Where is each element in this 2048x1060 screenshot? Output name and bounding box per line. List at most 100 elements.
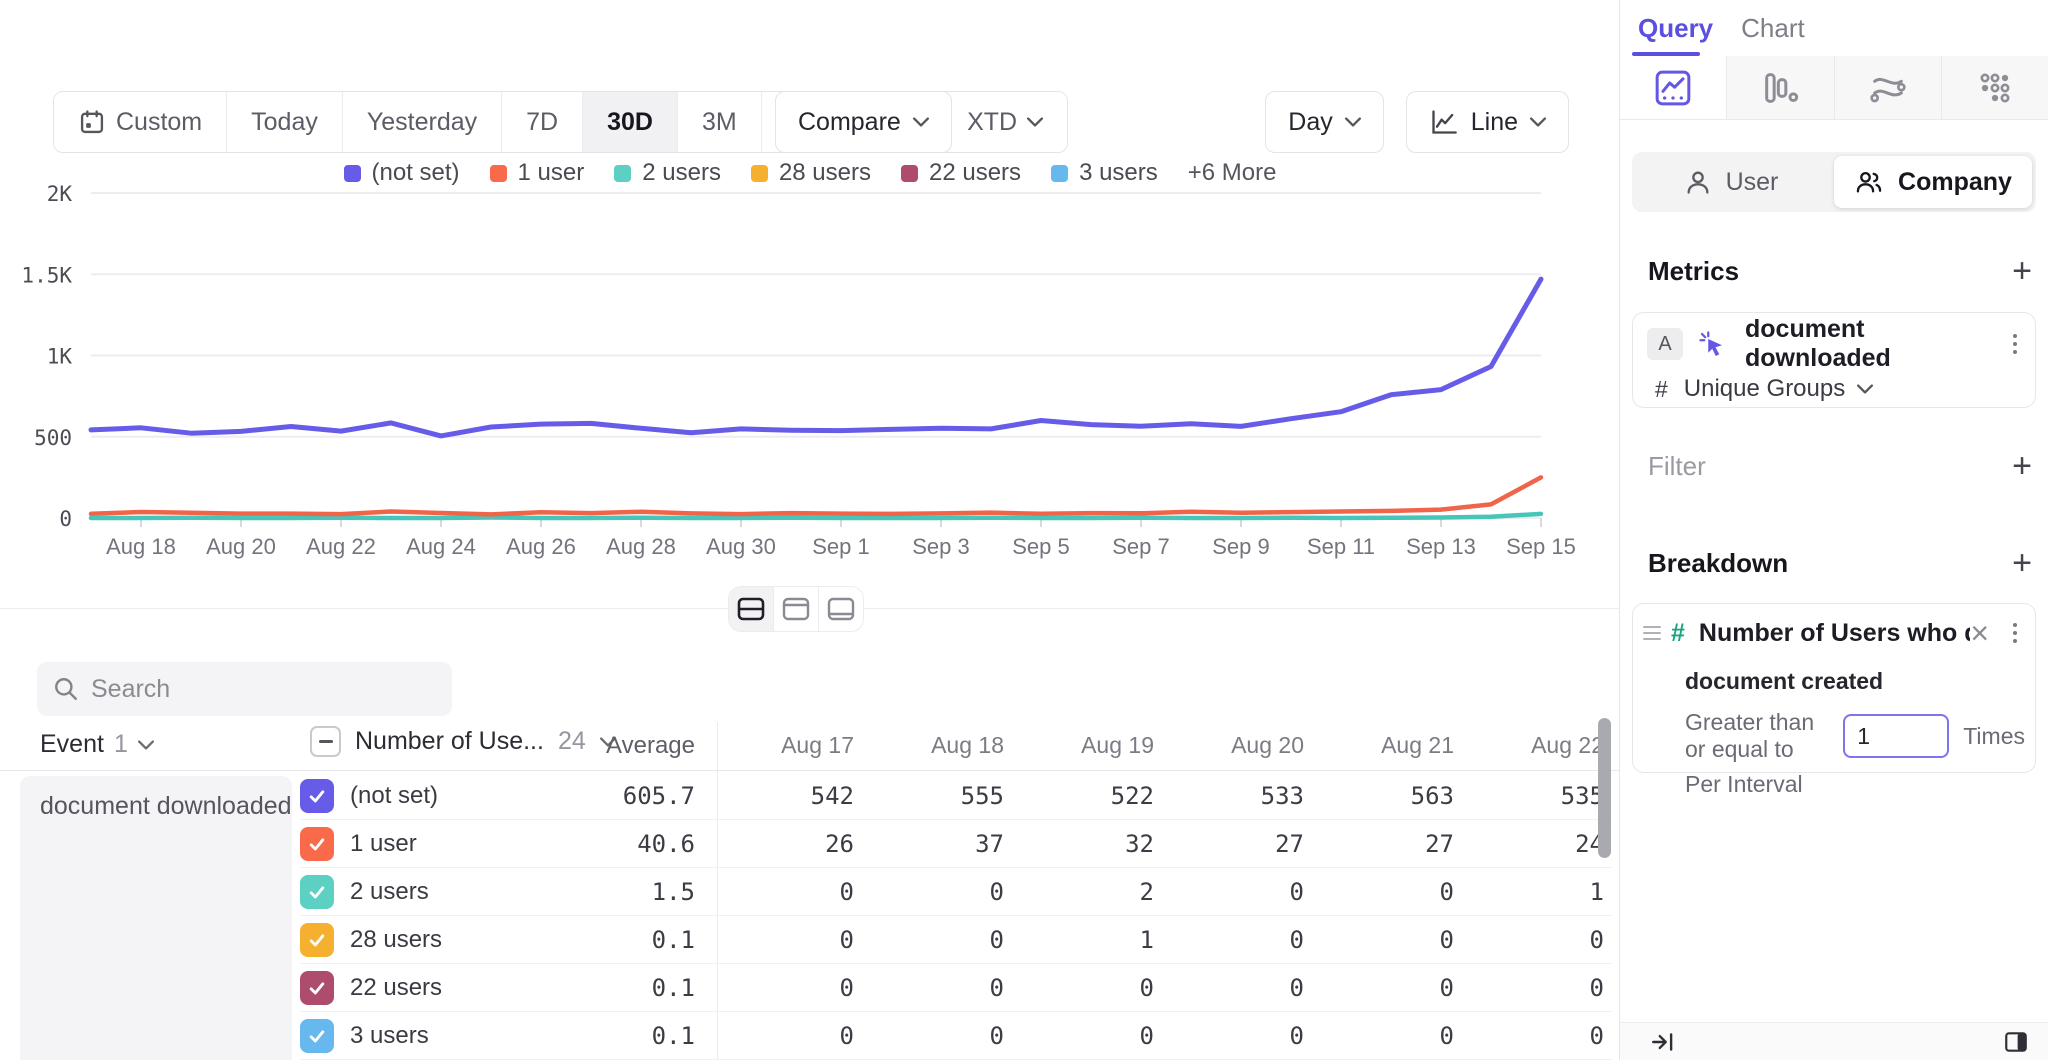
times-value-input[interactable] xyxy=(1843,714,1950,758)
layout-table-only-button[interactable] xyxy=(819,587,863,631)
filter-section-header: Filter + xyxy=(1648,449,2032,483)
table-search xyxy=(37,662,452,716)
range-label: Today xyxy=(251,107,318,136)
legend-item[interactable]: 2 users xyxy=(614,159,721,187)
legend-item[interactable]: 3 users xyxy=(1051,159,1158,187)
table-row: 1 user 40.6 26 37 32 27 27 24 xyxy=(300,820,1612,868)
range-30d[interactable]: 30D xyxy=(583,92,678,152)
data-value: 27 xyxy=(1275,829,1304,858)
data-value: 0 xyxy=(989,925,1004,954)
date-column-header[interactable]: Aug 22 xyxy=(1531,732,1604,758)
granularity-dropdown[interactable]: Day xyxy=(1265,91,1384,153)
range-3m[interactable]: 3M xyxy=(677,92,762,152)
data-value: 542 xyxy=(810,781,854,810)
event-header-label: Event xyxy=(40,730,104,758)
table-row: 2 users 1.5 0 0 2 0 0 1 xyxy=(300,868,1612,916)
legend-swatch xyxy=(489,164,507,182)
user-label: User xyxy=(1725,167,1779,196)
layout-split-button[interactable] xyxy=(729,587,774,631)
table-scrollbar[interactable] xyxy=(1598,718,1611,858)
chart-type-flow-tab[interactable] xyxy=(1834,56,1942,119)
x-axis-label: Sep 9 xyxy=(1212,534,1270,559)
range-yesterday[interactable]: Yesterday xyxy=(342,92,503,152)
select-all-checkbox[interactable] xyxy=(310,726,341,757)
breakdown-kebab-menu[interactable] xyxy=(2005,623,2025,643)
data-value: 522 xyxy=(1110,781,1154,810)
chevron-down-icon[interactable] xyxy=(599,736,616,747)
series-label-cell: 2 users xyxy=(300,874,550,909)
table-body: (not set) 605.7 542 555 522 533 563 535 1 user 40… xyxy=(300,772,1612,1060)
date-column-header[interactable]: Aug 21 xyxy=(1381,732,1454,758)
collapse-panel-button[interactable] xyxy=(1650,1029,1676,1055)
chart-type-dropdown[interactable]: Line xyxy=(1405,91,1569,153)
toggle-company[interactable]: Company xyxy=(1834,156,2032,208)
condition-label[interactable]: Greater than or equal to xyxy=(1685,709,1815,762)
data-value: 555 xyxy=(960,781,1004,810)
per-interval-label[interactable]: Per Interval xyxy=(1685,771,1803,797)
average-column-header: Average xyxy=(606,732,695,759)
remove-breakdown-icon[interactable]: × xyxy=(1970,615,1989,651)
legend-item[interactable]: 22 users xyxy=(901,159,1021,187)
data-value: 0 xyxy=(989,973,1004,1002)
flow-chart-icon xyxy=(1869,77,1906,102)
chart-type-bar-tab[interactable] xyxy=(1727,56,1835,119)
data-value: 26 xyxy=(825,829,854,858)
legend-item[interactable]: (not set) xyxy=(343,159,460,187)
search-input[interactable] xyxy=(91,674,436,704)
range-xtd[interactable]: XTD xyxy=(943,92,1068,152)
series-column-header: Number of Use... 24 xyxy=(310,726,616,757)
range-custom[interactable]: Custom xyxy=(54,92,228,152)
tab-query[interactable]: Query xyxy=(1638,12,1714,43)
add-breakdown-button[interactable]: + xyxy=(2012,544,2032,582)
chart-type-more-tab[interactable] xyxy=(1941,56,2048,119)
legend-swatch xyxy=(614,164,632,182)
x-axis-label: Aug 20 xyxy=(206,534,276,559)
tab-chart[interactable]: Chart xyxy=(1741,12,1805,43)
y-axis-label: 1K xyxy=(47,345,73,369)
range-7d[interactable]: 7D xyxy=(502,92,584,152)
metric-card[interactable]: A document downloaded # Unique Groups xyxy=(1632,312,2036,408)
metric-letter-badge: A xyxy=(1647,328,1683,360)
data-value: 0 xyxy=(989,1021,1004,1050)
series-checkbox[interactable] xyxy=(300,826,334,861)
date-column-header[interactable]: Aug 17 xyxy=(781,732,854,758)
range-label: XTD xyxy=(967,107,1018,136)
event-column-header[interactable]: Event 1 xyxy=(40,730,154,759)
collapse-right-icon xyxy=(1652,1032,1673,1051)
drag-handle-icon[interactable] xyxy=(1643,626,1661,640)
series-line-(not set) xyxy=(88,276,1544,439)
series-checkbox[interactable] xyxy=(300,1018,334,1053)
event-name-cell[interactable]: document downloaded [U... xyxy=(20,776,292,1060)
compare-button[interactable]: Compare xyxy=(775,91,952,153)
toggle-sidebar-button[interactable] xyxy=(2002,1029,2030,1055)
series-checkbox[interactable] xyxy=(300,922,334,957)
data-value: 24 xyxy=(1575,829,1604,858)
data-value: 0 xyxy=(839,1021,854,1050)
search-icon xyxy=(55,678,77,700)
metric-kebab-menu[interactable] xyxy=(2005,334,2025,354)
chart-type-line-tab[interactable] xyxy=(1620,56,1728,119)
series-checkbox[interactable] xyxy=(300,778,334,813)
range-today[interactable]: Today xyxy=(227,92,343,152)
metrics-section-header: Metrics + xyxy=(1648,254,2032,288)
layout-chart-only-button[interactable] xyxy=(774,587,819,631)
range-label: 30D xyxy=(607,107,653,136)
x-axis-label: Sep 5 xyxy=(1012,534,1070,559)
add-metric-button[interactable]: + xyxy=(2012,252,2032,290)
x-axis-label: Aug 26 xyxy=(506,534,576,559)
data-value: 0 xyxy=(1289,973,1304,1002)
data-value: 563 xyxy=(1410,781,1454,810)
date-column-header[interactable]: Aug 19 xyxy=(1081,732,1154,758)
date-column-header[interactable]: Aug 20 xyxy=(1231,732,1304,758)
legend-item[interactable]: 1 user xyxy=(489,159,584,187)
legend-more[interactable]: +6 More xyxy=(1187,159,1277,186)
legend-item[interactable]: 28 users xyxy=(750,159,871,187)
add-filter-button[interactable]: + xyxy=(2012,447,2032,485)
range-label: Yesterday xyxy=(366,107,478,136)
top-layout-icon xyxy=(782,597,810,621)
date-column-header[interactable]: Aug 18 xyxy=(931,732,1004,758)
series-checkbox[interactable] xyxy=(300,970,334,1005)
measure-dropdown[interactable]: Unique Groups xyxy=(1684,375,1874,403)
toggle-user[interactable]: User xyxy=(1632,152,1830,212)
series-checkbox[interactable] xyxy=(300,874,334,909)
